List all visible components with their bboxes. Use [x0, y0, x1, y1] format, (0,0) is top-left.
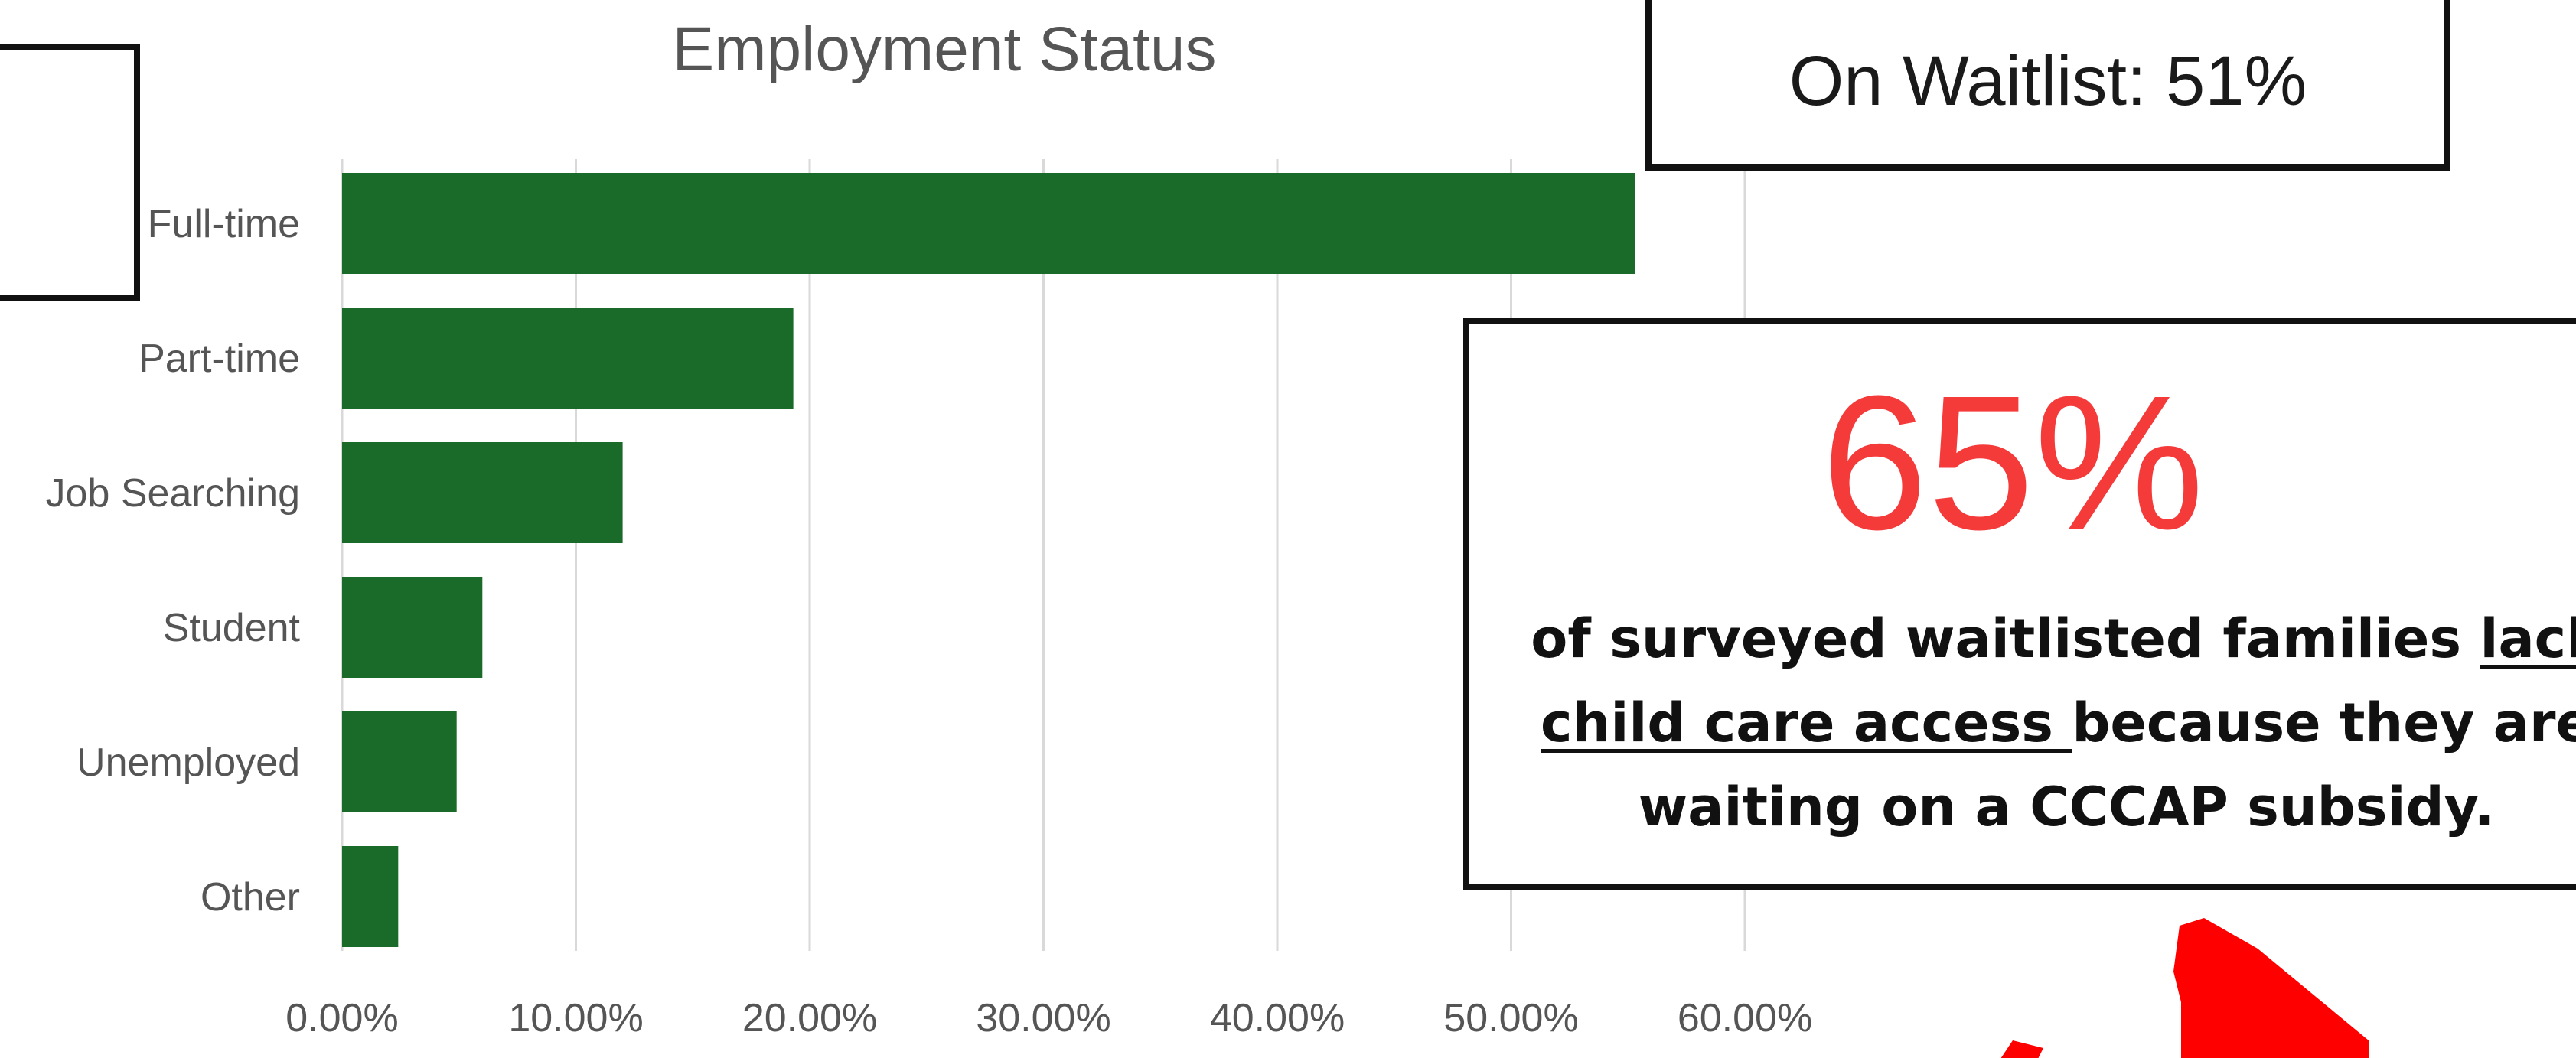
category-label: Full-time	[148, 202, 300, 246]
red-arrow-shape	[2173, 918, 2369, 1058]
x-tick-labels: 0.00% 10.00% 20.00% 30.00% 40.00% 50.00% 60.00…	[285, 996, 1812, 1040]
bar	[342, 308, 794, 409]
bar	[342, 846, 399, 947]
stat-percentage: 65%	[1821, 356, 2205, 569]
waitlist-text: On Waitlist: 51%	[1789, 42, 2307, 120]
bar	[342, 711, 457, 812]
x-tick-label: 0.00%	[285, 996, 398, 1040]
stat-line-1: of surveyed waitlisted families lack	[1469, 597, 2576, 681]
x-tick-label: 50.00%	[1443, 996, 1578, 1040]
bars	[342, 173, 1635, 947]
category-label: Unemployed	[77, 741, 300, 785]
stat-line-2-text: because they are	[2072, 692, 2576, 754]
category-label: Job Searching	[46, 471, 300, 516]
category-label: Other	[201, 875, 300, 920]
x-tick-label: 40.00%	[1210, 996, 1345, 1040]
stat-line-1-underlined: lack	[2480, 607, 2576, 670]
bar	[342, 442, 623, 543]
bar	[342, 577, 483, 678]
category-label: Part-time	[139, 337, 300, 381]
chart-title: Employment Status	[673, 15, 1217, 84]
x-tick-label: 60.00%	[1678, 996, 1812, 1040]
stat-line-3: waiting on a CCCAP subsidy.	[1638, 776, 2495, 838]
x-tick-label: 30.00%	[976, 996, 1110, 1040]
category-label: Student	[163, 606, 301, 650]
stat-line-1-text: of surveyed waitlisted families	[1531, 607, 2480, 670]
category-labels: Full-time Part-time Job Searching Student Un…	[46, 202, 301, 920]
x-tick-label: 10.00%	[508, 996, 643, 1040]
stat-callout: 65% of surveyed waitlisted families lack…	[1463, 318, 2576, 890]
waitlist-callout: On Waitlist: 51%	[1645, 0, 2450, 171]
left-frame-box	[0, 44, 140, 301]
x-tick-label: 20.00%	[742, 996, 877, 1040]
bar	[342, 173, 1635, 274]
red-arrow-tail	[2000, 1040, 2043, 1058]
stat-line-2-underlined: child care access	[1541, 692, 2072, 754]
red-arrow-graphic	[2000, 918, 2369, 1058]
stat-description: of surveyed waitlisted families lack chi…	[1469, 597, 2576, 849]
stat-line-2: child care access because they are	[1469, 681, 2576, 765]
